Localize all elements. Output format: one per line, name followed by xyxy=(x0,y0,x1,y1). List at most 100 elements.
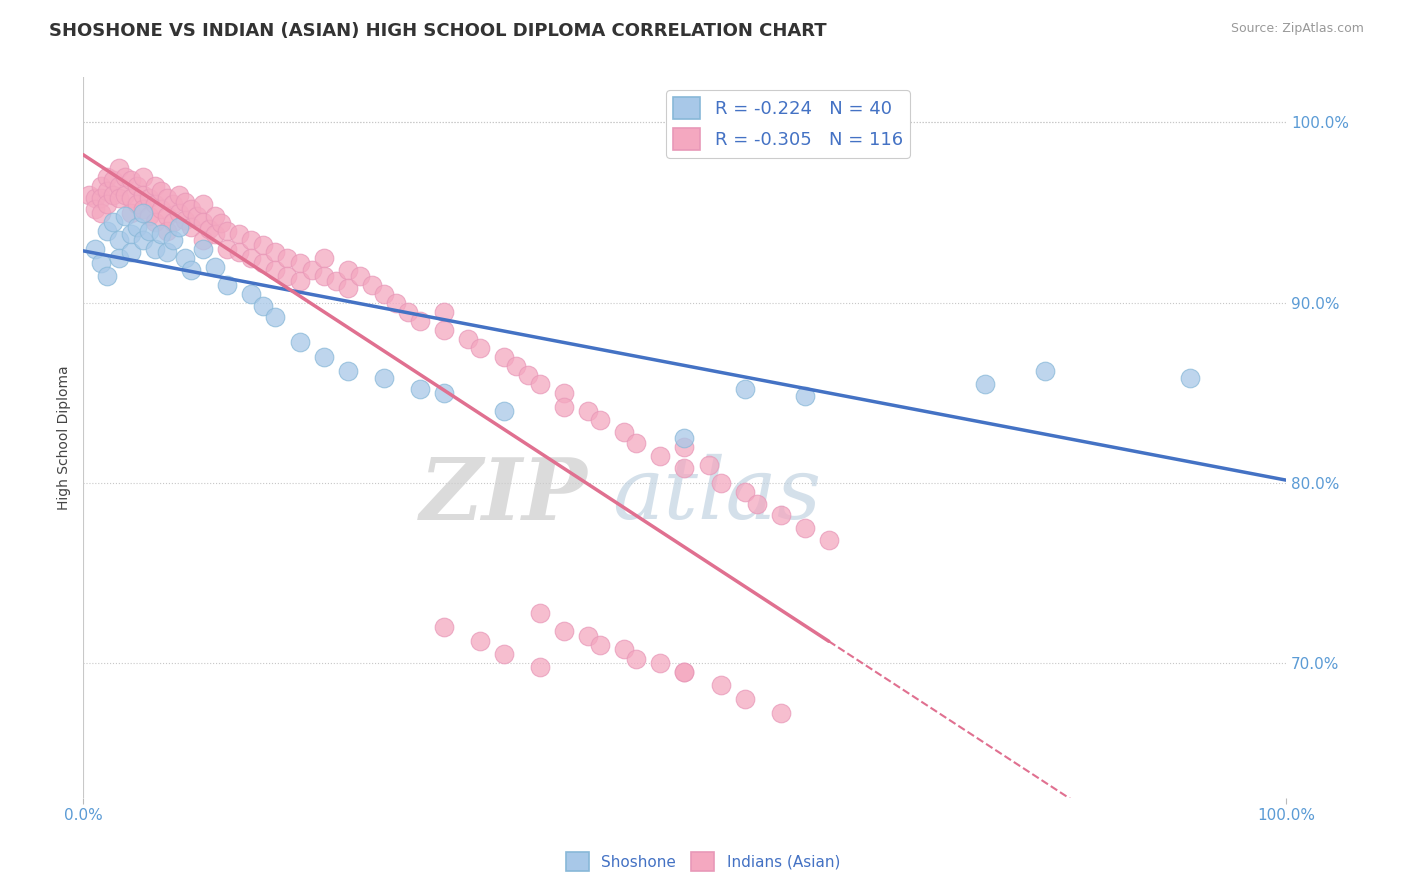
Point xyxy=(90,205,112,219)
Point xyxy=(150,202,173,216)
Point xyxy=(120,191,142,205)
Point xyxy=(396,304,419,318)
Point xyxy=(143,242,166,256)
Point xyxy=(409,313,432,327)
Point xyxy=(198,221,221,235)
Point xyxy=(325,274,347,288)
Point xyxy=(492,350,515,364)
Point xyxy=(162,233,184,247)
Point xyxy=(709,677,731,691)
Point xyxy=(589,413,612,427)
Point xyxy=(143,196,166,211)
Point xyxy=(84,191,107,205)
Point xyxy=(276,251,298,265)
Point xyxy=(276,268,298,283)
Point xyxy=(193,214,215,228)
Text: Source: ZipAtlas.com: Source: ZipAtlas.com xyxy=(1230,22,1364,36)
Point xyxy=(492,647,515,661)
Point xyxy=(734,382,756,396)
Point xyxy=(529,376,551,391)
Point xyxy=(769,706,792,721)
Point xyxy=(132,202,155,216)
Point xyxy=(312,251,335,265)
Point xyxy=(673,461,696,475)
Point xyxy=(384,295,406,310)
Point xyxy=(127,219,149,234)
Point xyxy=(709,475,731,490)
Point xyxy=(120,227,142,242)
Point xyxy=(217,242,239,256)
Point xyxy=(769,508,792,523)
Point xyxy=(167,219,190,234)
Point xyxy=(673,665,696,679)
Point xyxy=(90,178,112,193)
Point xyxy=(156,191,179,205)
Point xyxy=(312,268,335,283)
Point xyxy=(793,389,815,403)
Point xyxy=(180,219,202,234)
Point xyxy=(264,310,287,324)
Point xyxy=(209,216,232,230)
Point xyxy=(301,263,323,277)
Point xyxy=(264,263,287,277)
Point xyxy=(84,242,107,256)
Point xyxy=(553,400,575,414)
Point xyxy=(101,187,124,202)
Point xyxy=(96,268,118,283)
Point xyxy=(529,606,551,620)
Point xyxy=(288,274,311,288)
Point xyxy=(264,245,287,260)
Point xyxy=(180,263,202,277)
Point xyxy=(240,233,263,247)
Point xyxy=(114,209,136,223)
Point xyxy=(120,245,142,260)
Point xyxy=(132,169,155,184)
Point xyxy=(90,191,112,205)
Point xyxy=(553,624,575,638)
Point xyxy=(433,323,456,337)
Point xyxy=(228,245,250,260)
Point xyxy=(162,196,184,211)
Point xyxy=(613,425,636,440)
Point xyxy=(167,187,190,202)
Point xyxy=(156,209,179,223)
Point xyxy=(576,403,599,417)
Point xyxy=(174,194,197,209)
Point xyxy=(349,268,371,283)
Point xyxy=(240,251,263,265)
Point xyxy=(252,256,274,270)
Point xyxy=(127,196,149,211)
Point xyxy=(193,196,215,211)
Point xyxy=(162,214,184,228)
Point xyxy=(336,281,359,295)
Point xyxy=(613,641,636,656)
Point xyxy=(217,223,239,237)
Text: SHOSHONE VS INDIAN (ASIAN) HIGH SCHOOL DIPLOMA CORRELATION CHART: SHOSHONE VS INDIAN (ASIAN) HIGH SCHOOL D… xyxy=(49,22,827,40)
Point xyxy=(108,251,131,265)
Point xyxy=(817,533,839,548)
Point xyxy=(217,277,239,292)
Point xyxy=(108,191,131,205)
Point xyxy=(108,178,131,193)
Point xyxy=(114,187,136,202)
Point xyxy=(1178,371,1201,385)
Legend: Shoshone, Indians (Asian): Shoshone, Indians (Asian) xyxy=(560,847,846,877)
Point xyxy=(373,371,395,385)
Point xyxy=(132,233,155,247)
Point xyxy=(120,205,142,219)
Point xyxy=(360,277,382,292)
Point xyxy=(186,209,208,223)
Point xyxy=(336,364,359,378)
Point xyxy=(240,286,263,301)
Point xyxy=(193,233,215,247)
Point xyxy=(336,263,359,277)
Point xyxy=(150,227,173,242)
Point xyxy=(626,652,648,666)
Point xyxy=(373,286,395,301)
Point xyxy=(433,620,456,634)
Point xyxy=(143,178,166,193)
Point xyxy=(793,521,815,535)
Point xyxy=(138,209,160,223)
Point xyxy=(204,227,226,242)
Point xyxy=(193,242,215,256)
